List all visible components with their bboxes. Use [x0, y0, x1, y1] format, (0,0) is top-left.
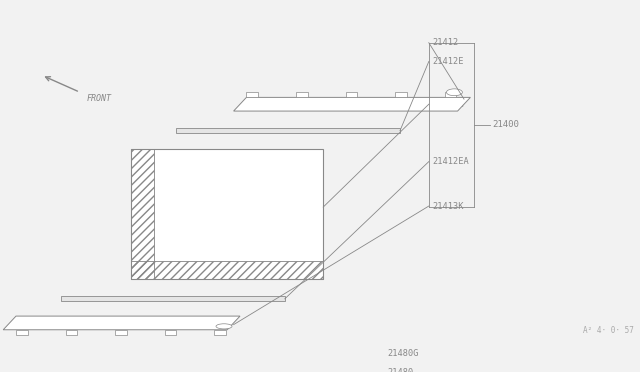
Bar: [246, 92, 258, 97]
Polygon shape: [234, 97, 470, 111]
Ellipse shape: [216, 324, 232, 329]
Bar: [396, 92, 407, 97]
Ellipse shape: [447, 89, 463, 96]
Text: FRONT: FRONT: [86, 94, 111, 103]
Bar: [165, 330, 177, 335]
Circle shape: [12, 352, 20, 356]
Text: 21412: 21412: [432, 38, 458, 47]
Bar: [131, 262, 323, 279]
Bar: [296, 92, 307, 97]
Text: 21413K: 21413K: [432, 202, 463, 211]
Text: 21400: 21400: [493, 120, 520, 129]
Text: 21412E: 21412E: [432, 57, 463, 66]
Text: 21412EA: 21412EA: [432, 157, 468, 166]
Text: 21409M: 21409M: [432, 100, 463, 109]
Bar: [131, 149, 323, 279]
Text: 21480G: 21480G: [387, 349, 419, 358]
Polygon shape: [61, 296, 285, 301]
Bar: [16, 330, 28, 335]
Polygon shape: [176, 128, 400, 133]
Polygon shape: [3, 316, 240, 330]
Text: 21480: 21480: [387, 368, 413, 372]
Bar: [8, 370, 18, 372]
Bar: [131, 149, 154, 279]
Text: A² 4· 0· 57: A² 4· 0· 57: [583, 326, 634, 335]
Bar: [115, 330, 127, 335]
Bar: [66, 330, 77, 335]
Bar: [214, 330, 226, 335]
Bar: [445, 92, 456, 97]
Bar: [346, 92, 357, 97]
